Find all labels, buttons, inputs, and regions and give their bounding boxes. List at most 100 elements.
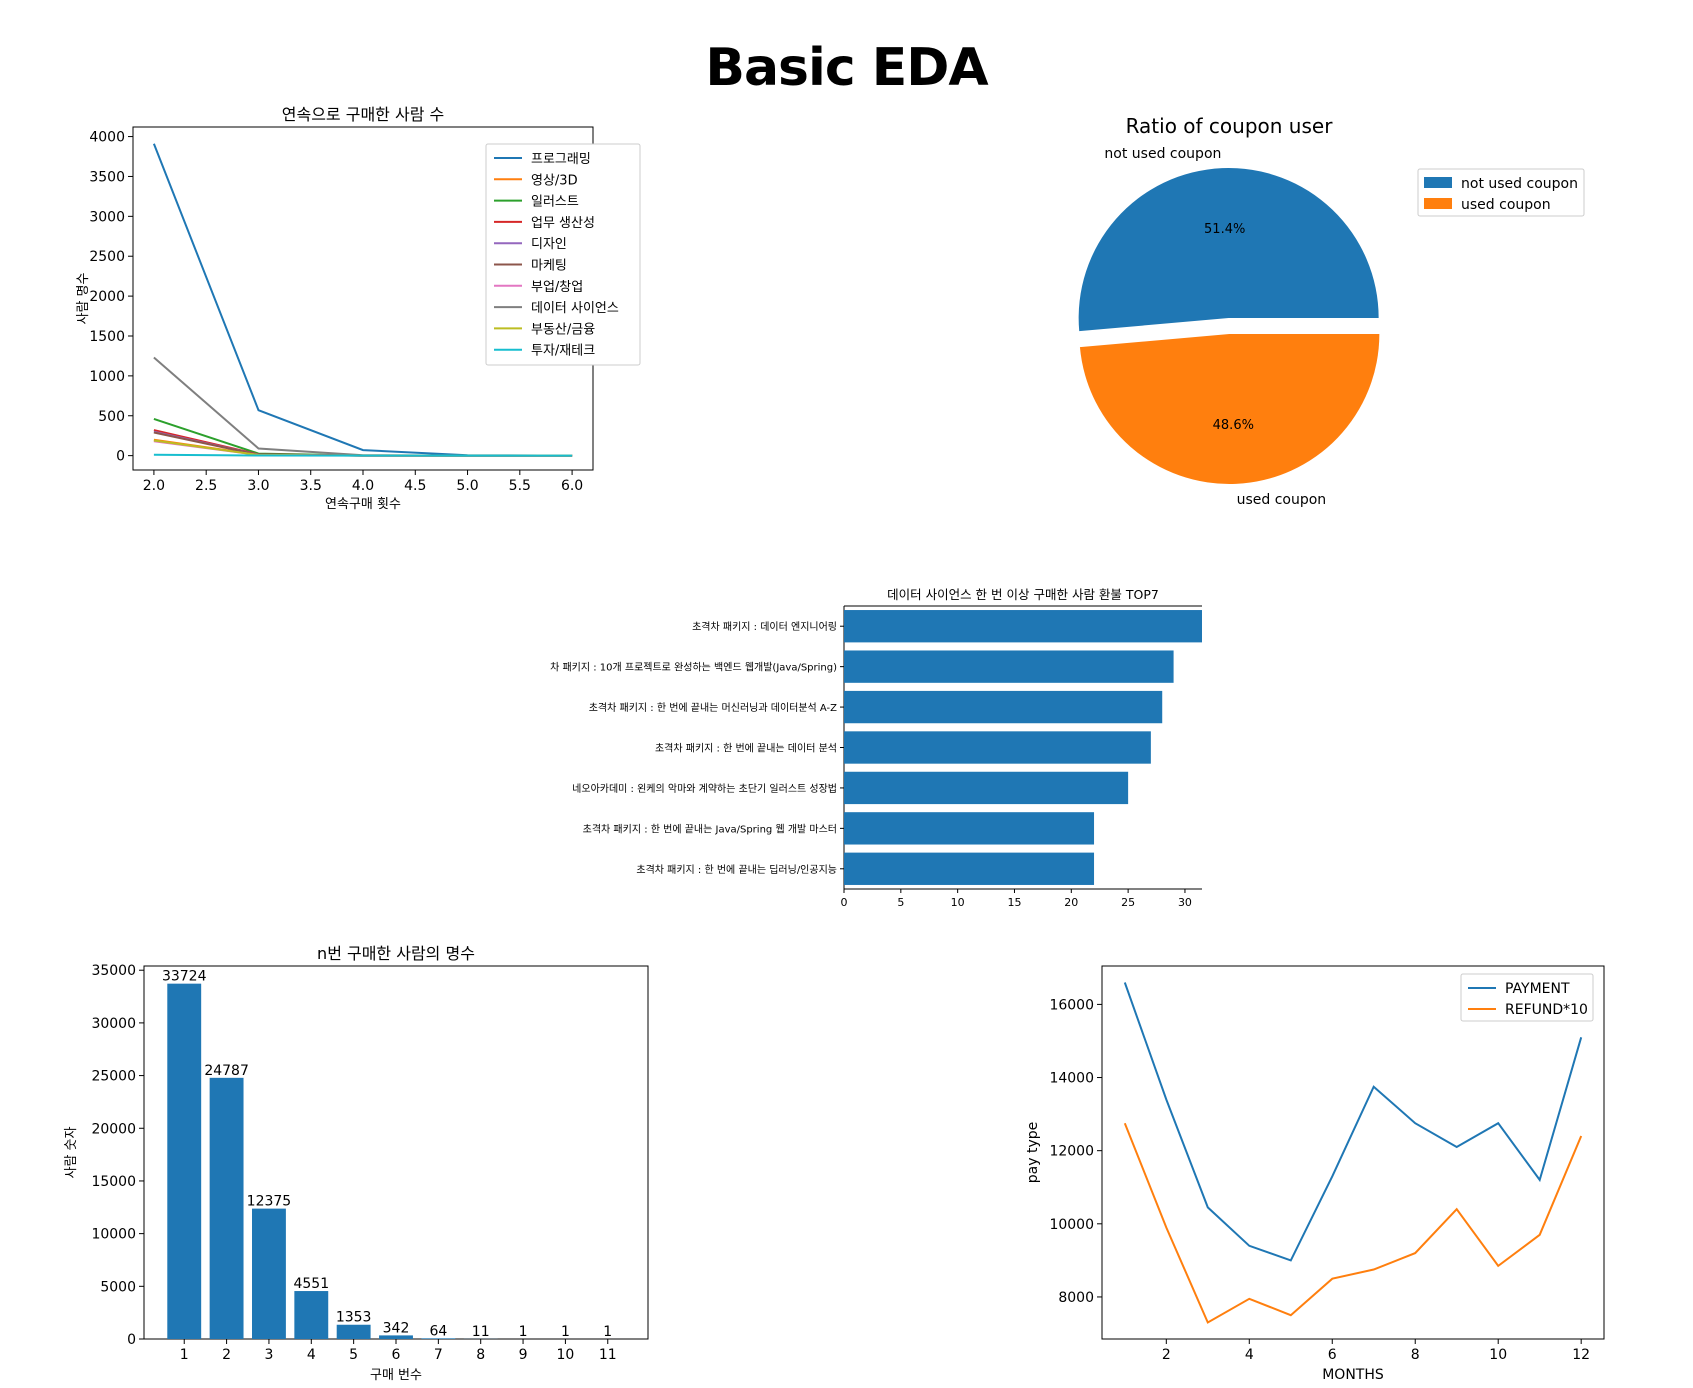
x-tick-label: 2 xyxy=(1162,1347,1171,1363)
bar-data-label: 1 xyxy=(561,1324,570,1340)
bar-data-label: 4551 xyxy=(293,1276,329,1292)
legend-label: 데이터 사이언스 xyxy=(531,301,619,316)
bar-category-label: 초격차 패키지 : 한 번에 끝내는 데이터 분석 xyxy=(655,742,837,755)
x-tick-label: 8 xyxy=(1411,1347,1420,1363)
x-tick-label: 5.0 xyxy=(456,478,478,494)
legend-box xyxy=(485,143,641,366)
consecutive-chart-group: 2.0 2.5 3.0 3.5 4.0 4.5 5.0 5.5 6.0 0 500 1000 1500 2… xyxy=(76,105,641,512)
x-tick-label: 25 xyxy=(1121,896,1135,909)
refund-bar xyxy=(844,690,1163,724)
y-tick-label: 1500 xyxy=(89,329,125,345)
y-tick-label: 0 xyxy=(127,1332,136,1348)
chart-title: n번 구매한 사람의 명수 xyxy=(317,944,475,963)
x-axis-label: MONTHS xyxy=(1322,1367,1384,1383)
bar-data-label: 33724 xyxy=(162,969,207,985)
chart-title: 데이터 사이언스 한 번 이상 구매한 사람 환불 TOP7 xyxy=(887,587,1159,602)
y-tick-label: 25000 xyxy=(91,1069,136,1085)
x-tick-label: 10 xyxy=(1489,1347,1507,1363)
monthly-plot-frame xyxy=(1101,965,1605,1340)
bar-data-label: 1 xyxy=(603,1324,612,1340)
x-tick-label: 9 xyxy=(519,1347,528,1363)
y-tick-label: 3500 xyxy=(89,169,125,185)
x-tick-label: 4.0 xyxy=(352,478,374,494)
x-tick-label: 1 xyxy=(180,1347,189,1363)
refund-bar xyxy=(844,771,1129,805)
legend-label: 부동산/금융 xyxy=(531,322,595,337)
legend-label: 투자/재테크 xyxy=(531,344,595,359)
refund-bar xyxy=(844,812,1095,845)
count-bar xyxy=(209,1077,244,1339)
legend-label: used coupon xyxy=(1461,197,1551,213)
y-tick-label: 10000 xyxy=(1049,1217,1094,1233)
series-line xyxy=(153,356,573,457)
y-axis-label: 사람 숫자 xyxy=(64,1126,79,1178)
bar-data-label: 1 xyxy=(519,1324,528,1340)
bar-data-label: 64 xyxy=(429,1323,447,1339)
x-tick-label: 7 xyxy=(434,1347,443,1363)
x-tick-label: 0 xyxy=(841,896,848,909)
refund-bar xyxy=(844,852,1095,885)
pie-slice xyxy=(1079,333,1380,484)
coupon-pie-group: Ratio of coupon user 51.4% not used coupon… xyxy=(1078,114,1585,508)
x-tick-label: 3.5 xyxy=(300,478,322,494)
y-tick-label: 10000 xyxy=(91,1227,136,1243)
legend-label: 디자인 xyxy=(531,237,567,252)
count-bar xyxy=(294,1291,329,1339)
legend-label: 마케팅 xyxy=(531,259,567,274)
bar-data-label: 1353 xyxy=(336,1310,372,1326)
pie-slice-label: not used coupon xyxy=(1104,146,1221,162)
bar-category-label: 네오아카데미 : 왼케의 악마와 계약하는 초단기 일러스트 성장법 xyxy=(572,782,837,795)
count-bar xyxy=(379,1335,413,1339)
x-tick-label: 15 xyxy=(1007,896,1021,909)
y-axis-label: pay type xyxy=(1025,1122,1041,1183)
pie-slice-label: used coupon xyxy=(1237,492,1327,508)
y-tick-label: 4000 xyxy=(89,130,125,146)
x-tick-label: 3.0 xyxy=(247,478,269,494)
x-tick-label: 2.0 xyxy=(143,478,165,494)
refund-bar xyxy=(844,731,1151,764)
count-bar xyxy=(252,1208,286,1339)
pie-pct-label: 48.6% xyxy=(1213,418,1254,433)
series-line xyxy=(1123,1122,1583,1324)
x-tick-label: 4 xyxy=(1245,1347,1254,1363)
series-line xyxy=(153,453,573,457)
y-tick-label: 30000 xyxy=(91,1016,136,1032)
y-tick-label: 15000 xyxy=(91,1174,136,1190)
y-tick-label: 12000 xyxy=(1049,1144,1094,1160)
x-axis-label: 구매 번수 xyxy=(370,1368,422,1383)
refund-top7-group: 데이터 사이언스 한 번 이상 구매한 사람 환불 TOP7 초격차 패키지 : … xyxy=(550,587,1202,909)
legend-label: 일러스트 xyxy=(531,195,579,210)
count-bar xyxy=(336,1324,371,1339)
x-tick-label: 2 xyxy=(222,1347,231,1363)
bar-category-label: 초격차 패키지 : 한 번에 끝내는 Java/Spring 웹 개발 마스터 xyxy=(583,822,837,835)
chart-title: Ratio of coupon user xyxy=(1126,114,1334,138)
bar-data-label: 11 xyxy=(472,1324,490,1340)
series-line xyxy=(153,429,573,457)
count-bar xyxy=(421,1338,456,1339)
x-tick-label: 5 xyxy=(897,896,904,909)
series-line xyxy=(153,438,573,457)
x-tick-label: 6 xyxy=(392,1347,401,1363)
y-axis-label: 사람 명수 xyxy=(76,272,91,324)
monthly-chart-group: 2 4 6 8 10 12 8000 10000 12000 14000 16000 MONTHS pa… xyxy=(1025,965,1605,1383)
bar-category-label: 초격차 패키지 : 한 번에 끝내는 딥러닝/인공지능 xyxy=(636,863,837,876)
legend-label: not used coupon xyxy=(1461,176,1578,192)
x-tick-label: 10 xyxy=(556,1347,574,1363)
bar-category-label: 초격차 패키지 : 데이터 엔지니어링 xyxy=(692,620,837,633)
x-tick-label: 6 xyxy=(1328,1347,1337,1363)
legend-label: 업무 생산성 xyxy=(531,216,595,231)
y-tick-label: 35000 xyxy=(91,963,136,979)
refund-bar xyxy=(844,610,1202,643)
page-title: Basic EDA xyxy=(705,38,988,98)
x-tick-label: 8 xyxy=(476,1347,485,1363)
y-tick-label: 3000 xyxy=(89,209,125,225)
x-tick-label: 3 xyxy=(264,1347,273,1363)
bar-category-label: 차 패키지 : 10개 프로젝트로 완성하는 백엔드 웹개발(Java/Spri… xyxy=(550,661,837,674)
x-tick-label: 5.5 xyxy=(509,478,531,494)
legend-label: 부업/창업 xyxy=(531,280,583,295)
count-bar xyxy=(167,983,202,1339)
pie-slice xyxy=(1078,168,1379,332)
x-tick-label: 20 xyxy=(1064,896,1078,909)
x-tick-label: 11 xyxy=(599,1347,617,1363)
